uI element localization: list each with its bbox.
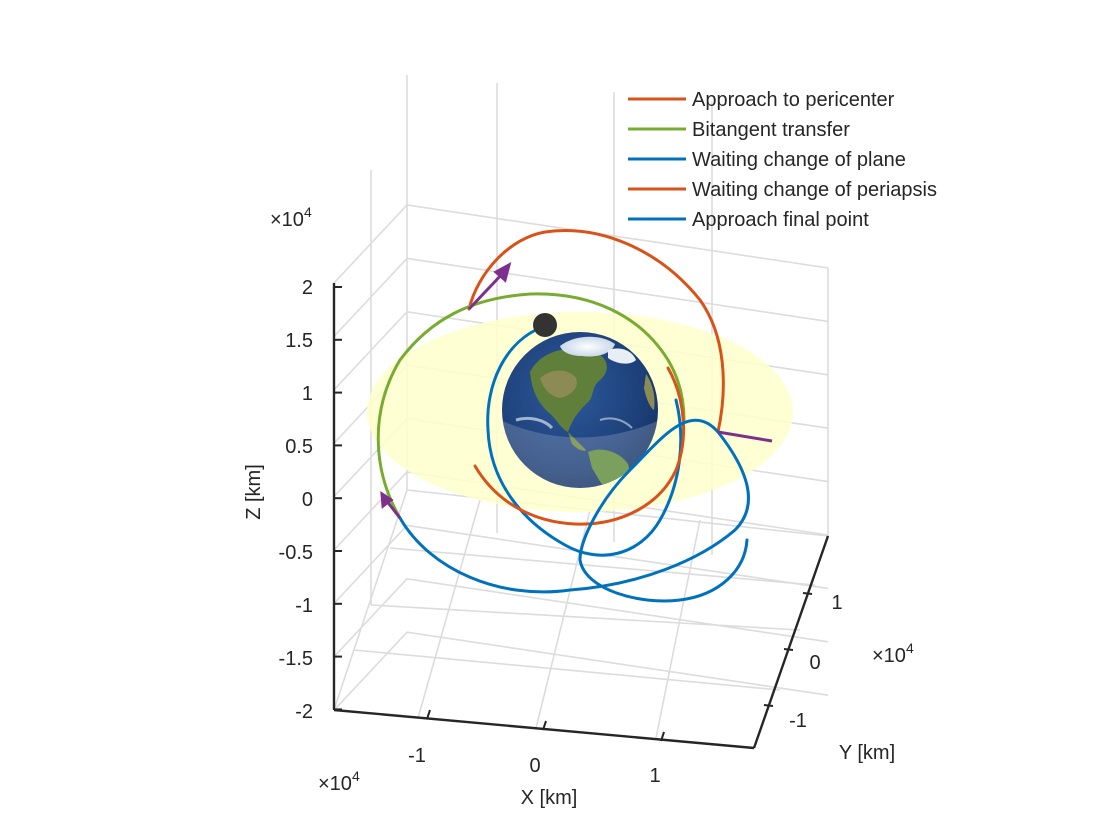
- x-tick: [426, 709, 431, 720]
- x-tick: [660, 731, 665, 742]
- legend-item: Waiting change of periapsis: [628, 179, 937, 201]
- grid-line: [389, 547, 816, 586]
- series-approach-final-point: [398, 418, 751, 603]
- z-exponent-label: ×104: [270, 204, 312, 231]
- velocity-arrow-head: [380, 491, 394, 509]
- orbit-paths-front: [398, 366, 751, 603]
- y-tick: [783, 648, 794, 651]
- legend-label: Bitangent transfer: [692, 119, 850, 141]
- series-waiting-change-of-plane: [486, 324, 683, 557]
- x-tick-label: -1: [408, 745, 426, 767]
- grid-line: [333, 631, 829, 711]
- axis-ticks: [334, 286, 813, 742]
- y-tick-label: -1: [789, 710, 807, 732]
- z-tick-label: -1: [295, 595, 313, 617]
- legend-label: Waiting change of periapsis: [692, 179, 937, 201]
- legend-label: Approach to pericenter: [692, 89, 895, 111]
- x-tick-label: 1: [649, 765, 660, 787]
- x-tick: [542, 720, 547, 731]
- y-axis-label: Y [km]: [839, 742, 895, 764]
- grid-line: [353, 649, 781, 691]
- legend-label: Approach final point: [692, 209, 869, 231]
- z-tick-label: -1.5: [279, 648, 313, 670]
- z-tick-label: 1.5: [285, 330, 313, 352]
- z-tick-label: 2: [302, 277, 313, 299]
- y-tick-labels: -1 0 1: [789, 592, 842, 732]
- grid-line: [333, 489, 408, 711]
- velocity-arrow-shaft: [467, 270, 506, 311]
- orbit-paths-back: [376, 229, 725, 557]
- velocity-arrow-head: [493, 262, 512, 283]
- z-tick-label: 1: [302, 383, 313, 405]
- legend-item: Approach to pericenter: [628, 89, 895, 111]
- z-axis-label: Z [km]: [243, 464, 265, 520]
- legend-item: Waiting change of plane: [628, 149, 906, 171]
- series-approach-to-pericenter: [467, 229, 725, 434]
- grid-line: [333, 577, 829, 658]
- legend: Approach to pericenter Bitangent transfe…: [628, 89, 937, 231]
- z-tick-label: -2: [295, 701, 313, 723]
- velocity-arrows: [380, 262, 773, 519]
- legend-label: Waiting change of plane: [692, 149, 906, 171]
- earth-globe: [502, 332, 658, 488]
- y-exponent-label: ×104: [872, 640, 914, 667]
- y-tick: [763, 704, 774, 707]
- x-axis-label: X [km]: [521, 787, 578, 809]
- grid-line: [333, 471, 829, 551]
- legend-item: Bitangent transfer: [628, 119, 850, 141]
- z-tick-labels: 2 1.5 1 0.5 0 -0.5 -1 -1.5 -2: [279, 277, 313, 723]
- z-tick-label: 0.5: [285, 436, 313, 458]
- x-tick-labels: -1 0 1: [408, 745, 660, 787]
- legend-item: Approach final point: [628, 209, 869, 231]
- y-tick: [802, 592, 813, 595]
- y-tick-label: 0: [809, 652, 820, 674]
- grid-line: [333, 257, 829, 337]
- y-tick-label: 1: [831, 592, 842, 614]
- velocity-arrow-shaft: [717, 430, 773, 443]
- x-tick-label: 0: [529, 755, 540, 777]
- grid-line: [370, 604, 801, 631]
- x-exponent-label: ×104: [318, 768, 360, 795]
- z-tick-label: -0.5: [279, 542, 313, 564]
- series-bitangent-transfer: [376, 292, 686, 520]
- z-tick-label: 0: [302, 489, 313, 511]
- grid-line: [655, 519, 701, 739]
- target-body-marker: [533, 313, 557, 337]
- grid-line: [333, 204, 829, 284]
- grid-line: [333, 524, 829, 604]
